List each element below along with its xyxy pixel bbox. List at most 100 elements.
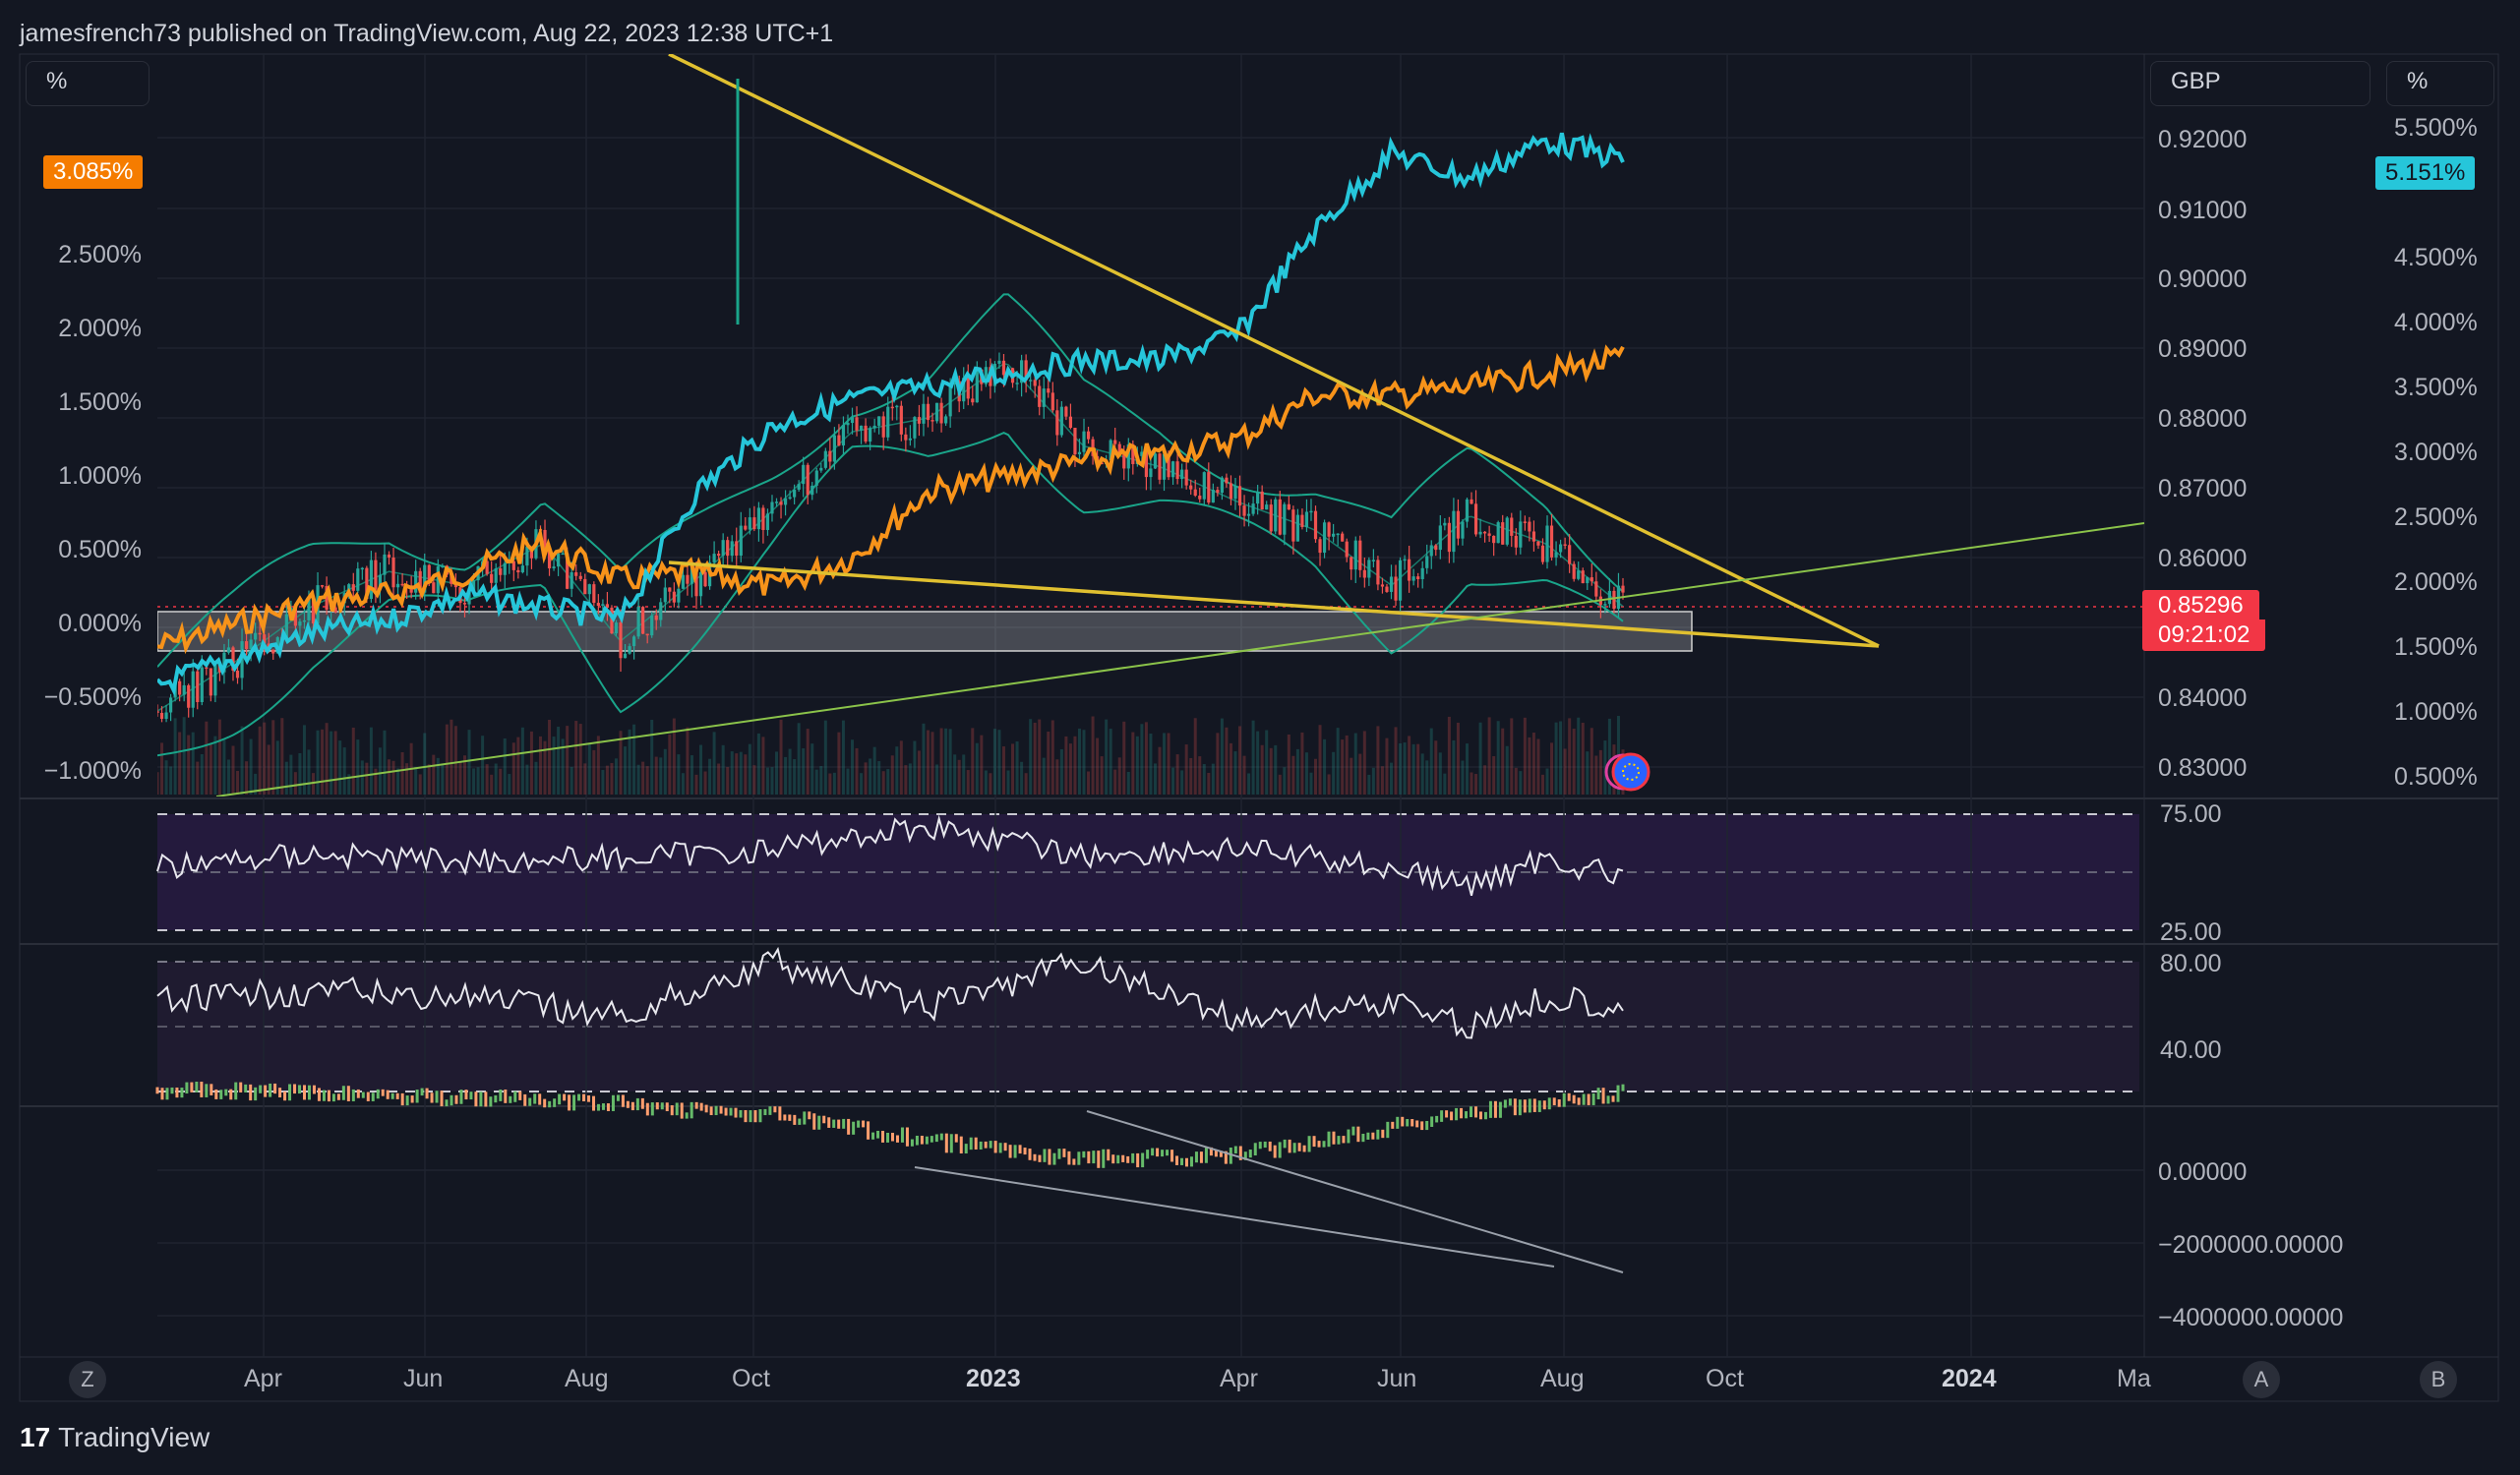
volume-bar [587, 743, 591, 795]
osc-axis-label: 40.00 [2160, 1036, 2222, 1064]
candle-body [596, 603, 600, 606]
candle-body [485, 560, 489, 574]
candle-body [1603, 604, 1607, 606]
cvd-bar [640, 1097, 644, 1109]
candle-body [529, 546, 534, 559]
volume-bar [765, 767, 769, 795]
volume-bar [922, 723, 926, 795]
cvd-bar [592, 1095, 596, 1111]
candle-body [712, 554, 716, 562]
right-scale-button[interactable]: % [2386, 61, 2494, 106]
candle-body [913, 417, 917, 439]
candle-body [1086, 431, 1091, 440]
volume-bar [672, 718, 676, 795]
lower-trendline[interactable] [668, 560, 1880, 648]
volume-bar [828, 773, 832, 795]
volume-bar [391, 760, 395, 795]
cvd-bar [390, 1092, 394, 1099]
volume-bar [802, 748, 806, 795]
cvd-lower-trendline[interactable] [914, 1166, 1555, 1268]
volume-bar [566, 726, 570, 795]
cvd-bar [1008, 1145, 1012, 1158]
volume-bar [173, 718, 177, 795]
candle-body [944, 416, 948, 424]
candle-body [726, 540, 730, 557]
brand[interactable]: 17 TradingView [20, 1422, 210, 1453]
volume-bar [160, 742, 164, 795]
zoom-button[interactable]: Z [69, 1361, 106, 1398]
volume-bar [374, 768, 378, 795]
candle-body [1077, 451, 1082, 455]
support-trendline[interactable] [215, 522, 2144, 796]
cvd-bar [288, 1084, 292, 1101]
cvd-bar [645, 1102, 649, 1116]
cvd-bar [1292, 1143, 1296, 1153]
candle-body [659, 602, 663, 620]
cvd-bar [1606, 1095, 1610, 1104]
cvd-bar [783, 1114, 787, 1121]
candle-body [1505, 517, 1509, 545]
volume-bar [1216, 733, 1220, 795]
candle-body [226, 647, 231, 653]
cvd-bar [798, 1118, 802, 1125]
candle-body [966, 378, 970, 399]
cvd-bar [1151, 1148, 1155, 1156]
volume-bar [263, 722, 267, 795]
cvd-bar [768, 1106, 772, 1115]
cvd-bar [1087, 1150, 1091, 1164]
candle-body [1055, 410, 1059, 436]
cvd-bar [1420, 1121, 1424, 1131]
candle-body [1322, 522, 1327, 554]
cvd-bar [180, 1088, 184, 1098]
volume-bar [939, 728, 943, 795]
cvd-bar [827, 1117, 831, 1128]
candle-body [1175, 461, 1179, 480]
cvd-bar [430, 1092, 434, 1103]
candle-body [1350, 557, 1353, 570]
cvd-bar [1542, 1100, 1546, 1110]
cvd-upper-trendline[interactable] [1086, 1110, 1624, 1273]
volume-bar [1350, 757, 1353, 795]
volume-bar [721, 744, 725, 795]
volume-bar [1100, 756, 1104, 795]
candle-body [1140, 451, 1144, 456]
currency-button[interactable]: GBP [2150, 61, 2370, 106]
volume-bar [1287, 734, 1290, 795]
cvd-bar [1161, 1150, 1165, 1157]
candle-body [178, 680, 182, 695]
orange-yield-line [157, 344, 1625, 655]
volume-bar [775, 751, 779, 795]
volume-bar [1353, 733, 1357, 795]
cvd-bar [160, 1088, 164, 1100]
left-scale-button[interactable]: % [26, 61, 150, 106]
time-axis-label: Jun [403, 1365, 444, 1392]
volume-bar [628, 729, 631, 795]
descending-trendline[interactable] [668, 54, 1880, 648]
cvd-bar [249, 1084, 253, 1101]
eu-flag-icon[interactable] [1611, 752, 1650, 792]
volume-bar [712, 732, 716, 795]
candle-body [934, 402, 939, 422]
volume-bar [476, 767, 480, 795]
candle-body [1246, 513, 1251, 516]
cvd-bar [699, 1102, 703, 1111]
candle-body [823, 450, 827, 468]
candle-body [1033, 380, 1037, 386]
volume-bar [864, 762, 868, 795]
volume-bar [1554, 722, 1558, 795]
volume-bar [1029, 719, 1033, 795]
bottom-button[interactable]: B [2420, 1361, 2457, 1398]
volume-bar [605, 765, 609, 795]
cvd-bar [998, 1143, 1002, 1153]
volume-bar [837, 732, 841, 795]
cvd-bar [959, 1136, 963, 1154]
candle-body [1029, 380, 1033, 382]
cvd-bar [1483, 1111, 1487, 1120]
volume-bar [1274, 744, 1278, 795]
volume-bar [414, 766, 418, 795]
candle-body [196, 671, 200, 703]
auto-scale-button[interactable]: A [2243, 1361, 2280, 1398]
cvd-bar [1440, 1110, 1444, 1122]
cvd-bar [685, 1112, 689, 1119]
candle-body [583, 578, 587, 595]
